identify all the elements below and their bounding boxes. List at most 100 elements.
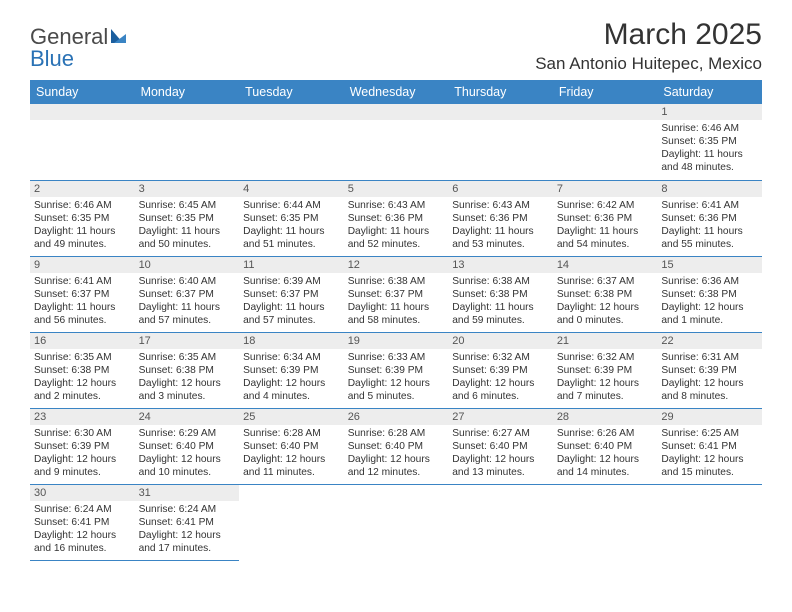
day-content: Sunrise: 6:43 AMSunset: 6:36 PMDaylight:… <box>448 197 553 254</box>
week-row: 16Sunrise: 6:35 AMSunset: 6:38 PMDayligh… <box>30 332 762 408</box>
daylight-text: Daylight: 11 hours and 48 minutes. <box>661 148 758 174</box>
sunrise-text: Sunrise: 6:26 AM <box>557 427 654 440</box>
day-number: 29 <box>657 409 762 425</box>
daylight-text: Daylight: 12 hours and 14 minutes. <box>557 453 654 479</box>
day-content: Sunrise: 6:30 AMSunset: 6:39 PMDaylight:… <box>30 425 135 482</box>
day-cell: 7Sunrise: 6:42 AMSunset: 6:36 PMDaylight… <box>553 180 658 256</box>
day-content: Sunrise: 6:34 AMSunset: 6:39 PMDaylight:… <box>239 349 344 406</box>
daylight-text: Daylight: 12 hours and 12 minutes. <box>348 453 445 479</box>
day-cell: 12Sunrise: 6:38 AMSunset: 6:37 PMDayligh… <box>344 256 449 332</box>
day-content: Sunrise: 6:40 AMSunset: 6:37 PMDaylight:… <box>135 273 240 330</box>
sunrise-text: Sunrise: 6:43 AM <box>348 199 445 212</box>
day-cell: 25Sunrise: 6:28 AMSunset: 6:40 PMDayligh… <box>239 408 344 484</box>
sunrise-text: Sunrise: 6:24 AM <box>139 503 236 516</box>
week-row: 1Sunrise: 6:46 AMSunset: 6:35 PMDaylight… <box>30 104 762 180</box>
day-content: Sunrise: 6:29 AMSunset: 6:40 PMDaylight:… <box>135 425 240 482</box>
sunrise-text: Sunrise: 6:38 AM <box>452 275 549 288</box>
day-content: Sunrise: 6:35 AMSunset: 6:38 PMDaylight:… <box>30 349 135 406</box>
sunrise-text: Sunrise: 6:41 AM <box>34 275 131 288</box>
daylight-text: Daylight: 12 hours and 2 minutes. <box>34 377 131 403</box>
weekday-header: Saturday <box>657 80 762 104</box>
day-number: 31 <box>135 485 240 501</box>
day-cell: 15Sunrise: 6:36 AMSunset: 6:38 PMDayligh… <box>657 256 762 332</box>
daylight-text: Daylight: 12 hours and 6 minutes. <box>452 377 549 403</box>
daylight-text: Daylight: 12 hours and 8 minutes. <box>661 377 758 403</box>
day-cell <box>239 104 344 180</box>
day-cell: 27Sunrise: 6:27 AMSunset: 6:40 PMDayligh… <box>448 408 553 484</box>
sunrise-text: Sunrise: 6:32 AM <box>557 351 654 364</box>
sunset-text: Sunset: 6:39 PM <box>557 364 654 377</box>
sunrise-text: Sunrise: 6:24 AM <box>34 503 131 516</box>
day-content: Sunrise: 6:27 AMSunset: 6:40 PMDaylight:… <box>448 425 553 482</box>
sunset-text: Sunset: 6:36 PM <box>661 212 758 225</box>
day-content: Sunrise: 6:26 AMSunset: 6:40 PMDaylight:… <box>553 425 658 482</box>
sunrise-text: Sunrise: 6:28 AM <box>348 427 445 440</box>
day-number: 7 <box>553 181 658 197</box>
day-content: Sunrise: 6:25 AMSunset: 6:41 PMDaylight:… <box>657 425 762 482</box>
daylight-text: Daylight: 12 hours and 17 minutes. <box>139 529 236 555</box>
day-number: 9 <box>30 257 135 273</box>
day-content: Sunrise: 6:38 AMSunset: 6:37 PMDaylight:… <box>344 273 449 330</box>
sunrise-text: Sunrise: 6:33 AM <box>348 351 445 364</box>
day-cell: 2Sunrise: 6:46 AMSunset: 6:35 PMDaylight… <box>30 180 135 256</box>
header: General March 2025 San Antonio Huitepec,… <box>30 18 762 74</box>
day-cell: 26Sunrise: 6:28 AMSunset: 6:40 PMDayligh… <box>344 408 449 484</box>
day-cell: 3Sunrise: 6:45 AMSunset: 6:35 PMDaylight… <box>135 180 240 256</box>
sunset-text: Sunset: 6:35 PM <box>661 135 758 148</box>
day-number: 23 <box>30 409 135 425</box>
day-content: Sunrise: 6:32 AMSunset: 6:39 PMDaylight:… <box>553 349 658 406</box>
sunset-text: Sunset: 6:40 PM <box>243 440 340 453</box>
day-number: 20 <box>448 333 553 349</box>
week-row: 9Sunrise: 6:41 AMSunset: 6:37 PMDaylight… <box>30 256 762 332</box>
daylight-text: Daylight: 11 hours and 56 minutes. <box>34 301 131 327</box>
sunset-text: Sunset: 6:37 PM <box>139 288 236 301</box>
weekday-header: Wednesday <box>344 80 449 104</box>
empty-day-header <box>553 104 658 120</box>
day-number: 27 <box>448 409 553 425</box>
day-cell <box>135 104 240 180</box>
empty-day-header <box>30 104 135 120</box>
day-number: 15 <box>657 257 762 273</box>
sunset-text: Sunset: 6:41 PM <box>34 516 131 529</box>
day-cell <box>344 484 449 560</box>
day-content: Sunrise: 6:41 AMSunset: 6:37 PMDaylight:… <box>30 273 135 330</box>
daylight-text: Daylight: 11 hours and 50 minutes. <box>139 225 236 251</box>
day-cell: 14Sunrise: 6:37 AMSunset: 6:38 PMDayligh… <box>553 256 658 332</box>
day-number: 19 <box>344 333 449 349</box>
sunset-text: Sunset: 6:38 PM <box>557 288 654 301</box>
day-content: Sunrise: 6:41 AMSunset: 6:36 PMDaylight:… <box>657 197 762 254</box>
daylight-text: Daylight: 12 hours and 3 minutes. <box>139 377 236 403</box>
day-cell <box>657 484 762 560</box>
sunset-text: Sunset: 6:35 PM <box>34 212 131 225</box>
daylight-text: Daylight: 12 hours and 13 minutes. <box>452 453 549 479</box>
sunrise-text: Sunrise: 6:30 AM <box>34 427 131 440</box>
sunset-text: Sunset: 6:38 PM <box>452 288 549 301</box>
day-content: Sunrise: 6:37 AMSunset: 6:38 PMDaylight:… <box>553 273 658 330</box>
day-content: Sunrise: 6:31 AMSunset: 6:39 PMDaylight:… <box>657 349 762 406</box>
day-cell: 24Sunrise: 6:29 AMSunset: 6:40 PMDayligh… <box>135 408 240 484</box>
sunset-text: Sunset: 6:41 PM <box>139 516 236 529</box>
day-content: Sunrise: 6:38 AMSunset: 6:38 PMDaylight:… <box>448 273 553 330</box>
day-content: Sunrise: 6:42 AMSunset: 6:36 PMDaylight:… <box>553 197 658 254</box>
sunset-text: Sunset: 6:38 PM <box>34 364 131 377</box>
daylight-text: Daylight: 12 hours and 0 minutes. <box>557 301 654 327</box>
day-content: Sunrise: 6:36 AMSunset: 6:38 PMDaylight:… <box>657 273 762 330</box>
day-content: Sunrise: 6:28 AMSunset: 6:40 PMDaylight:… <box>344 425 449 482</box>
day-number: 16 <box>30 333 135 349</box>
day-number: 21 <box>553 333 658 349</box>
sunset-text: Sunset: 6:40 PM <box>557 440 654 453</box>
daylight-text: Daylight: 11 hours and 53 minutes. <box>452 225 549 251</box>
day-number: 10 <box>135 257 240 273</box>
sunrise-text: Sunrise: 6:28 AM <box>243 427 340 440</box>
sail-icon <box>110 28 132 46</box>
sunset-text: Sunset: 6:37 PM <box>243 288 340 301</box>
day-cell: 4Sunrise: 6:44 AMSunset: 6:35 PMDaylight… <box>239 180 344 256</box>
sunset-text: Sunset: 6:39 PM <box>34 440 131 453</box>
day-number: 2 <box>30 181 135 197</box>
empty-day-header <box>344 104 449 120</box>
sunrise-text: Sunrise: 6:40 AM <box>139 275 236 288</box>
day-cell: 16Sunrise: 6:35 AMSunset: 6:38 PMDayligh… <box>30 332 135 408</box>
day-cell: 5Sunrise: 6:43 AMSunset: 6:36 PMDaylight… <box>344 180 449 256</box>
sunrise-text: Sunrise: 6:37 AM <box>557 275 654 288</box>
daylight-text: Daylight: 12 hours and 10 minutes. <box>139 453 236 479</box>
